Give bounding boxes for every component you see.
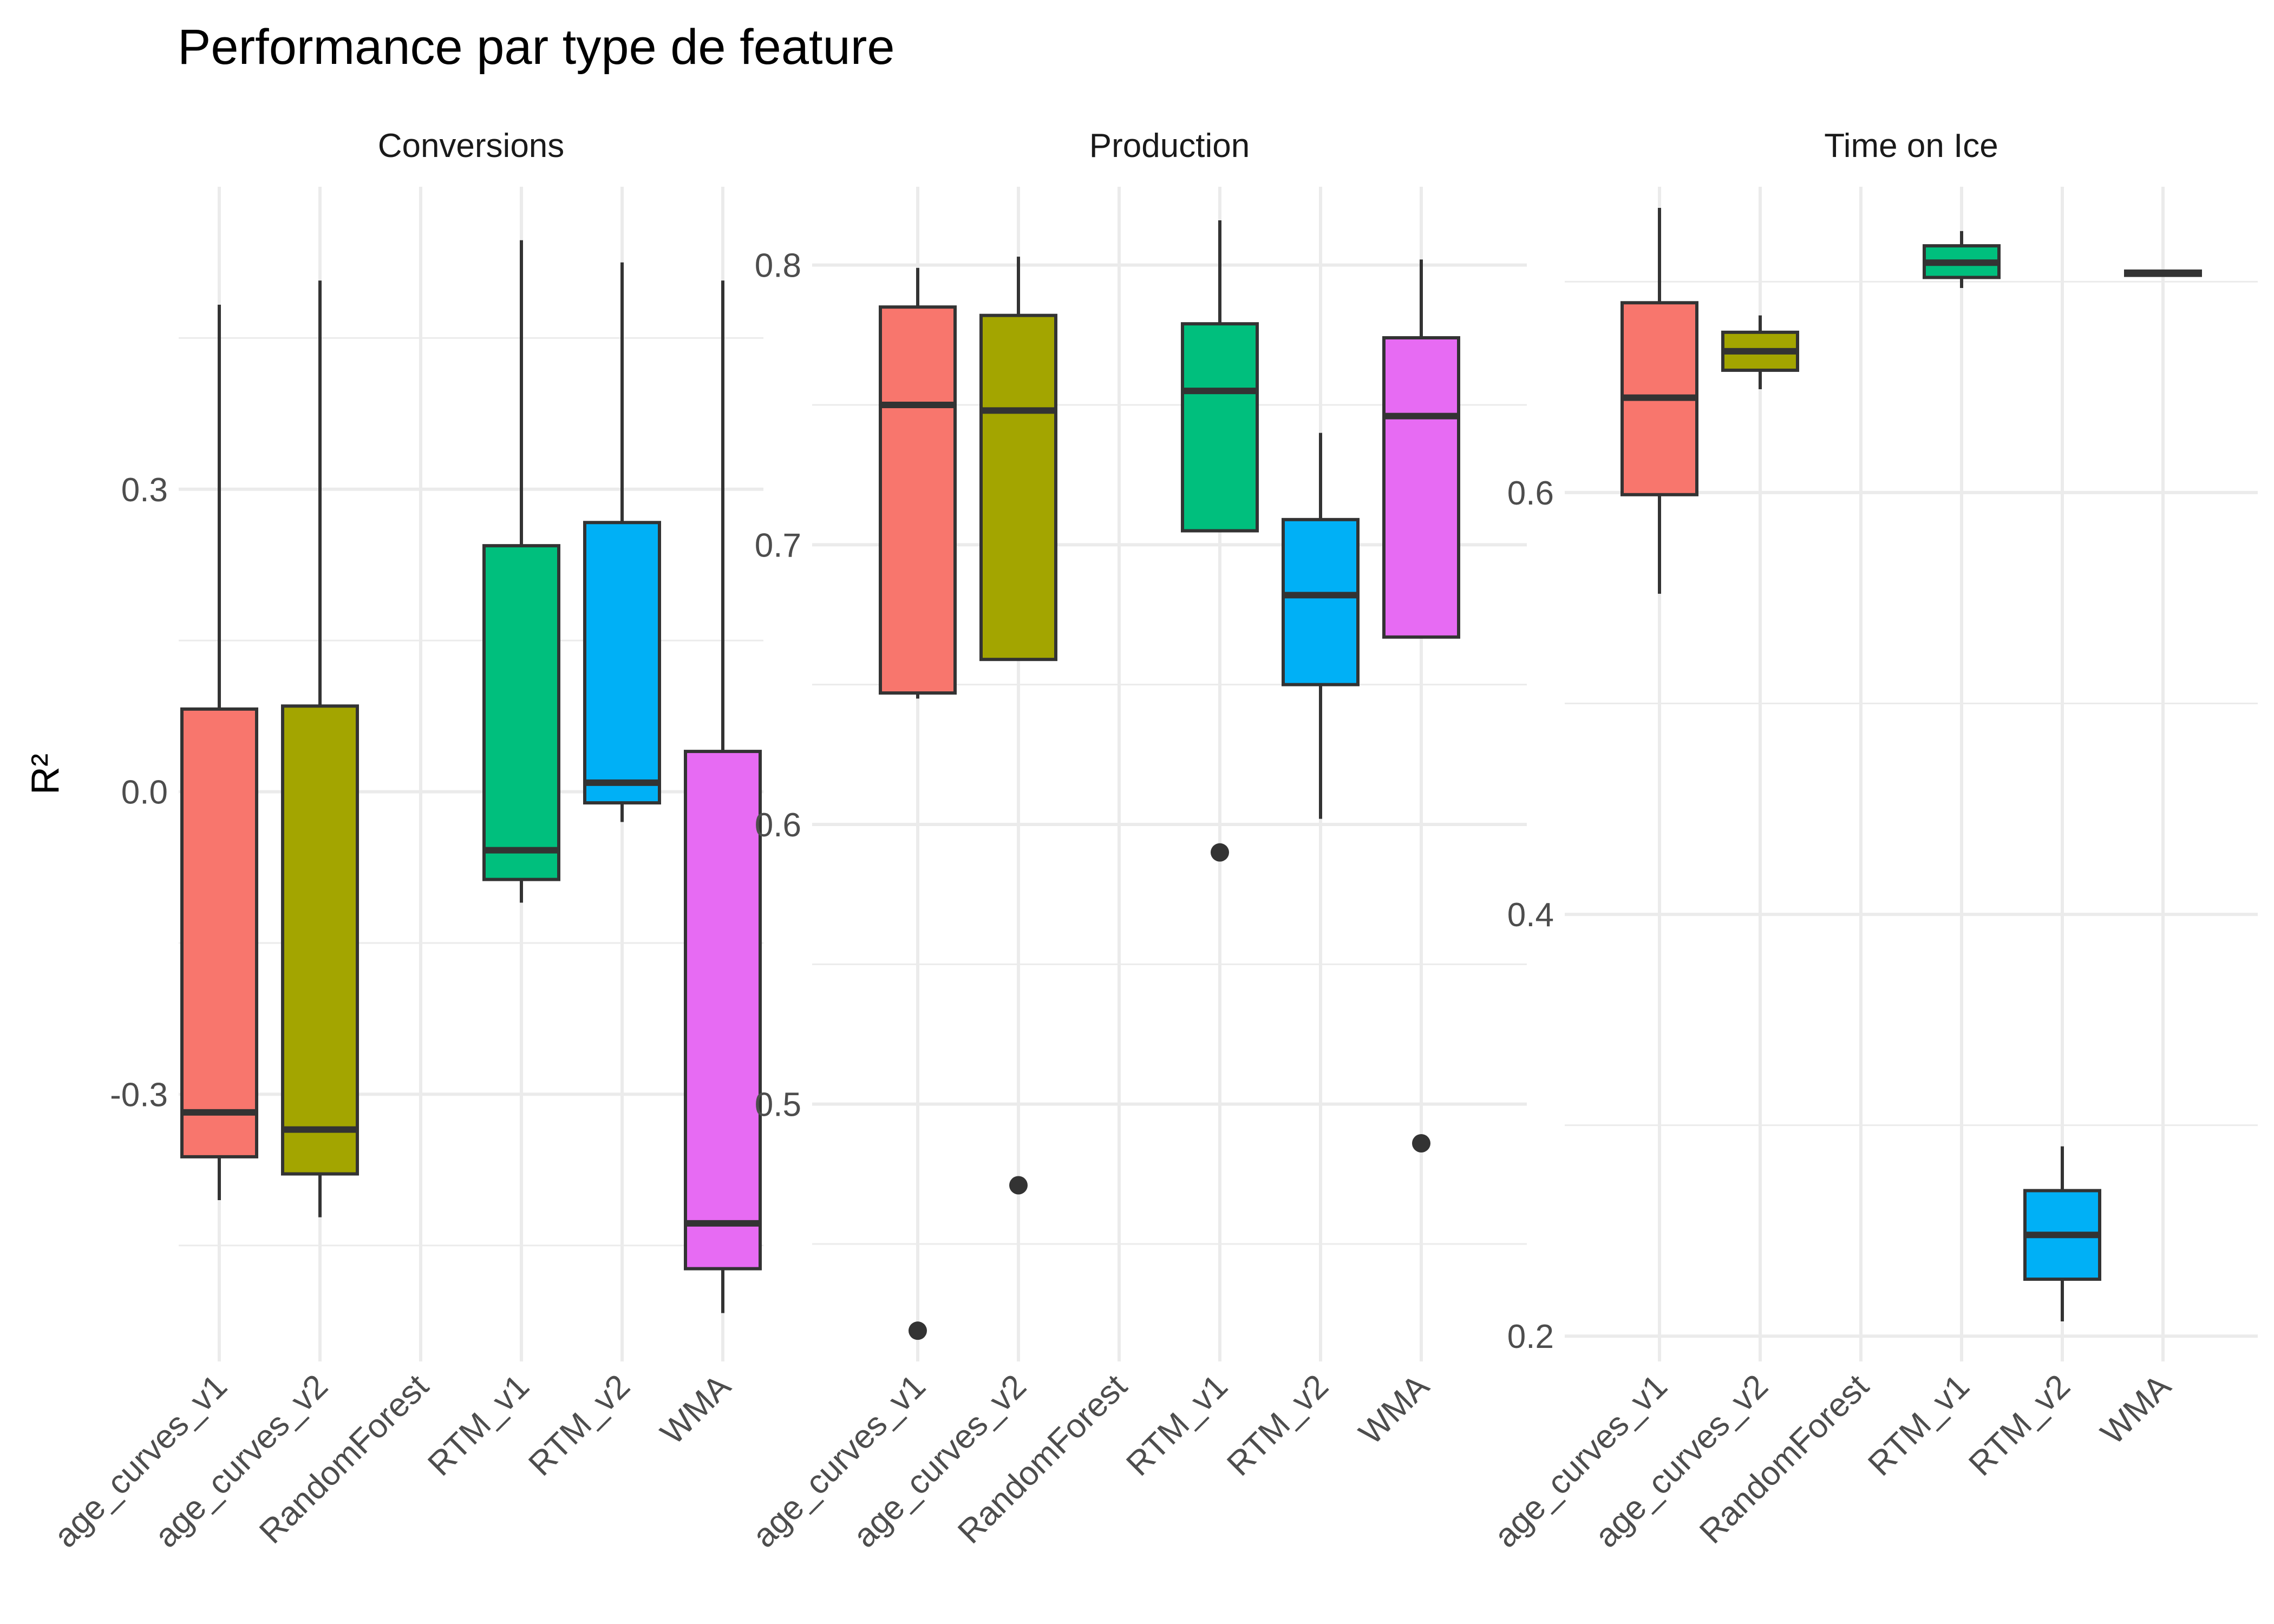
box-age_curves_v2 xyxy=(281,280,359,1217)
box-body xyxy=(281,704,359,1176)
box-RTM_v1 xyxy=(482,240,560,903)
y-tick-label: 0.2 xyxy=(1507,1318,1554,1355)
box-body xyxy=(180,707,258,1158)
box-age_curves_v2 xyxy=(979,257,1057,1195)
box-age_curves_v1 xyxy=(180,304,258,1200)
box-RTM_v2 xyxy=(2023,1146,2101,1321)
box-RTM_v1 xyxy=(1181,220,1259,862)
box-body xyxy=(1282,518,1360,686)
outlier-point xyxy=(1412,1134,1430,1152)
box-body xyxy=(979,313,1057,662)
facet-strip-label: Conversions xyxy=(378,127,565,165)
y-tick-label: 0.0 xyxy=(121,774,168,811)
y-tick-label: 0.5 xyxy=(755,1086,801,1124)
outlier-point xyxy=(909,1321,927,1340)
chart-title: Performance par type de feature xyxy=(178,19,895,75)
box-body xyxy=(1382,336,1460,639)
y-tick-label: 0.7 xyxy=(755,527,801,564)
y-tick-label: 0.6 xyxy=(1507,475,1554,512)
y-tick-label: 0.4 xyxy=(1507,896,1554,934)
box-age_curves_v1 xyxy=(879,267,957,1340)
box-body xyxy=(583,521,661,805)
facet-strip-label: Production xyxy=(1089,127,1250,165)
y-axis-label: R² xyxy=(24,754,67,795)
y-tick-label: 0.8 xyxy=(755,247,801,285)
box-age_curves_v2 xyxy=(1721,315,1799,390)
box-WMA xyxy=(2124,269,2202,277)
box-RTM_v1 xyxy=(1923,231,2001,289)
box-RTM_v2 xyxy=(583,262,661,822)
box-body xyxy=(1181,322,1259,533)
box-body xyxy=(684,750,762,1271)
outlier-point xyxy=(1009,1176,1028,1195)
y-tick-label: 0.3 xyxy=(121,472,168,509)
y-tick-label: -0.3 xyxy=(110,1076,168,1114)
box-WMA xyxy=(684,280,762,1313)
y-tick-label: 0.6 xyxy=(755,807,801,844)
box-age_curves_v1 xyxy=(1620,207,1698,594)
outlier-point xyxy=(1211,843,1229,862)
box-WMA xyxy=(1382,259,1460,1152)
box-RTM_v2 xyxy=(1282,433,1360,819)
box-body xyxy=(879,305,957,695)
facet-strip-label: Time on Ice xyxy=(1824,127,1998,165)
box-body xyxy=(482,544,560,881)
